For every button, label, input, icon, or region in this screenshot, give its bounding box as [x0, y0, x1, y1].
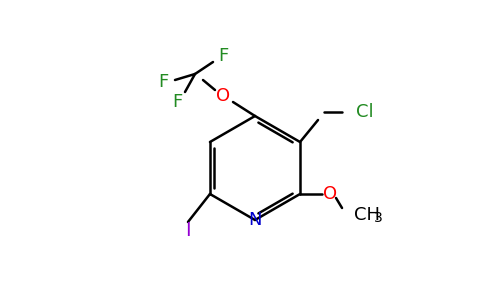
Text: N: N: [248, 211, 262, 229]
Text: O: O: [323, 185, 337, 203]
Text: Cl: Cl: [356, 103, 374, 121]
Text: CH: CH: [354, 206, 380, 224]
Text: F: F: [158, 73, 168, 91]
Text: O: O: [216, 87, 230, 105]
Text: I: I: [185, 220, 191, 239]
Text: F: F: [172, 93, 182, 111]
Text: F: F: [218, 47, 228, 65]
Text: 3: 3: [374, 211, 383, 225]
